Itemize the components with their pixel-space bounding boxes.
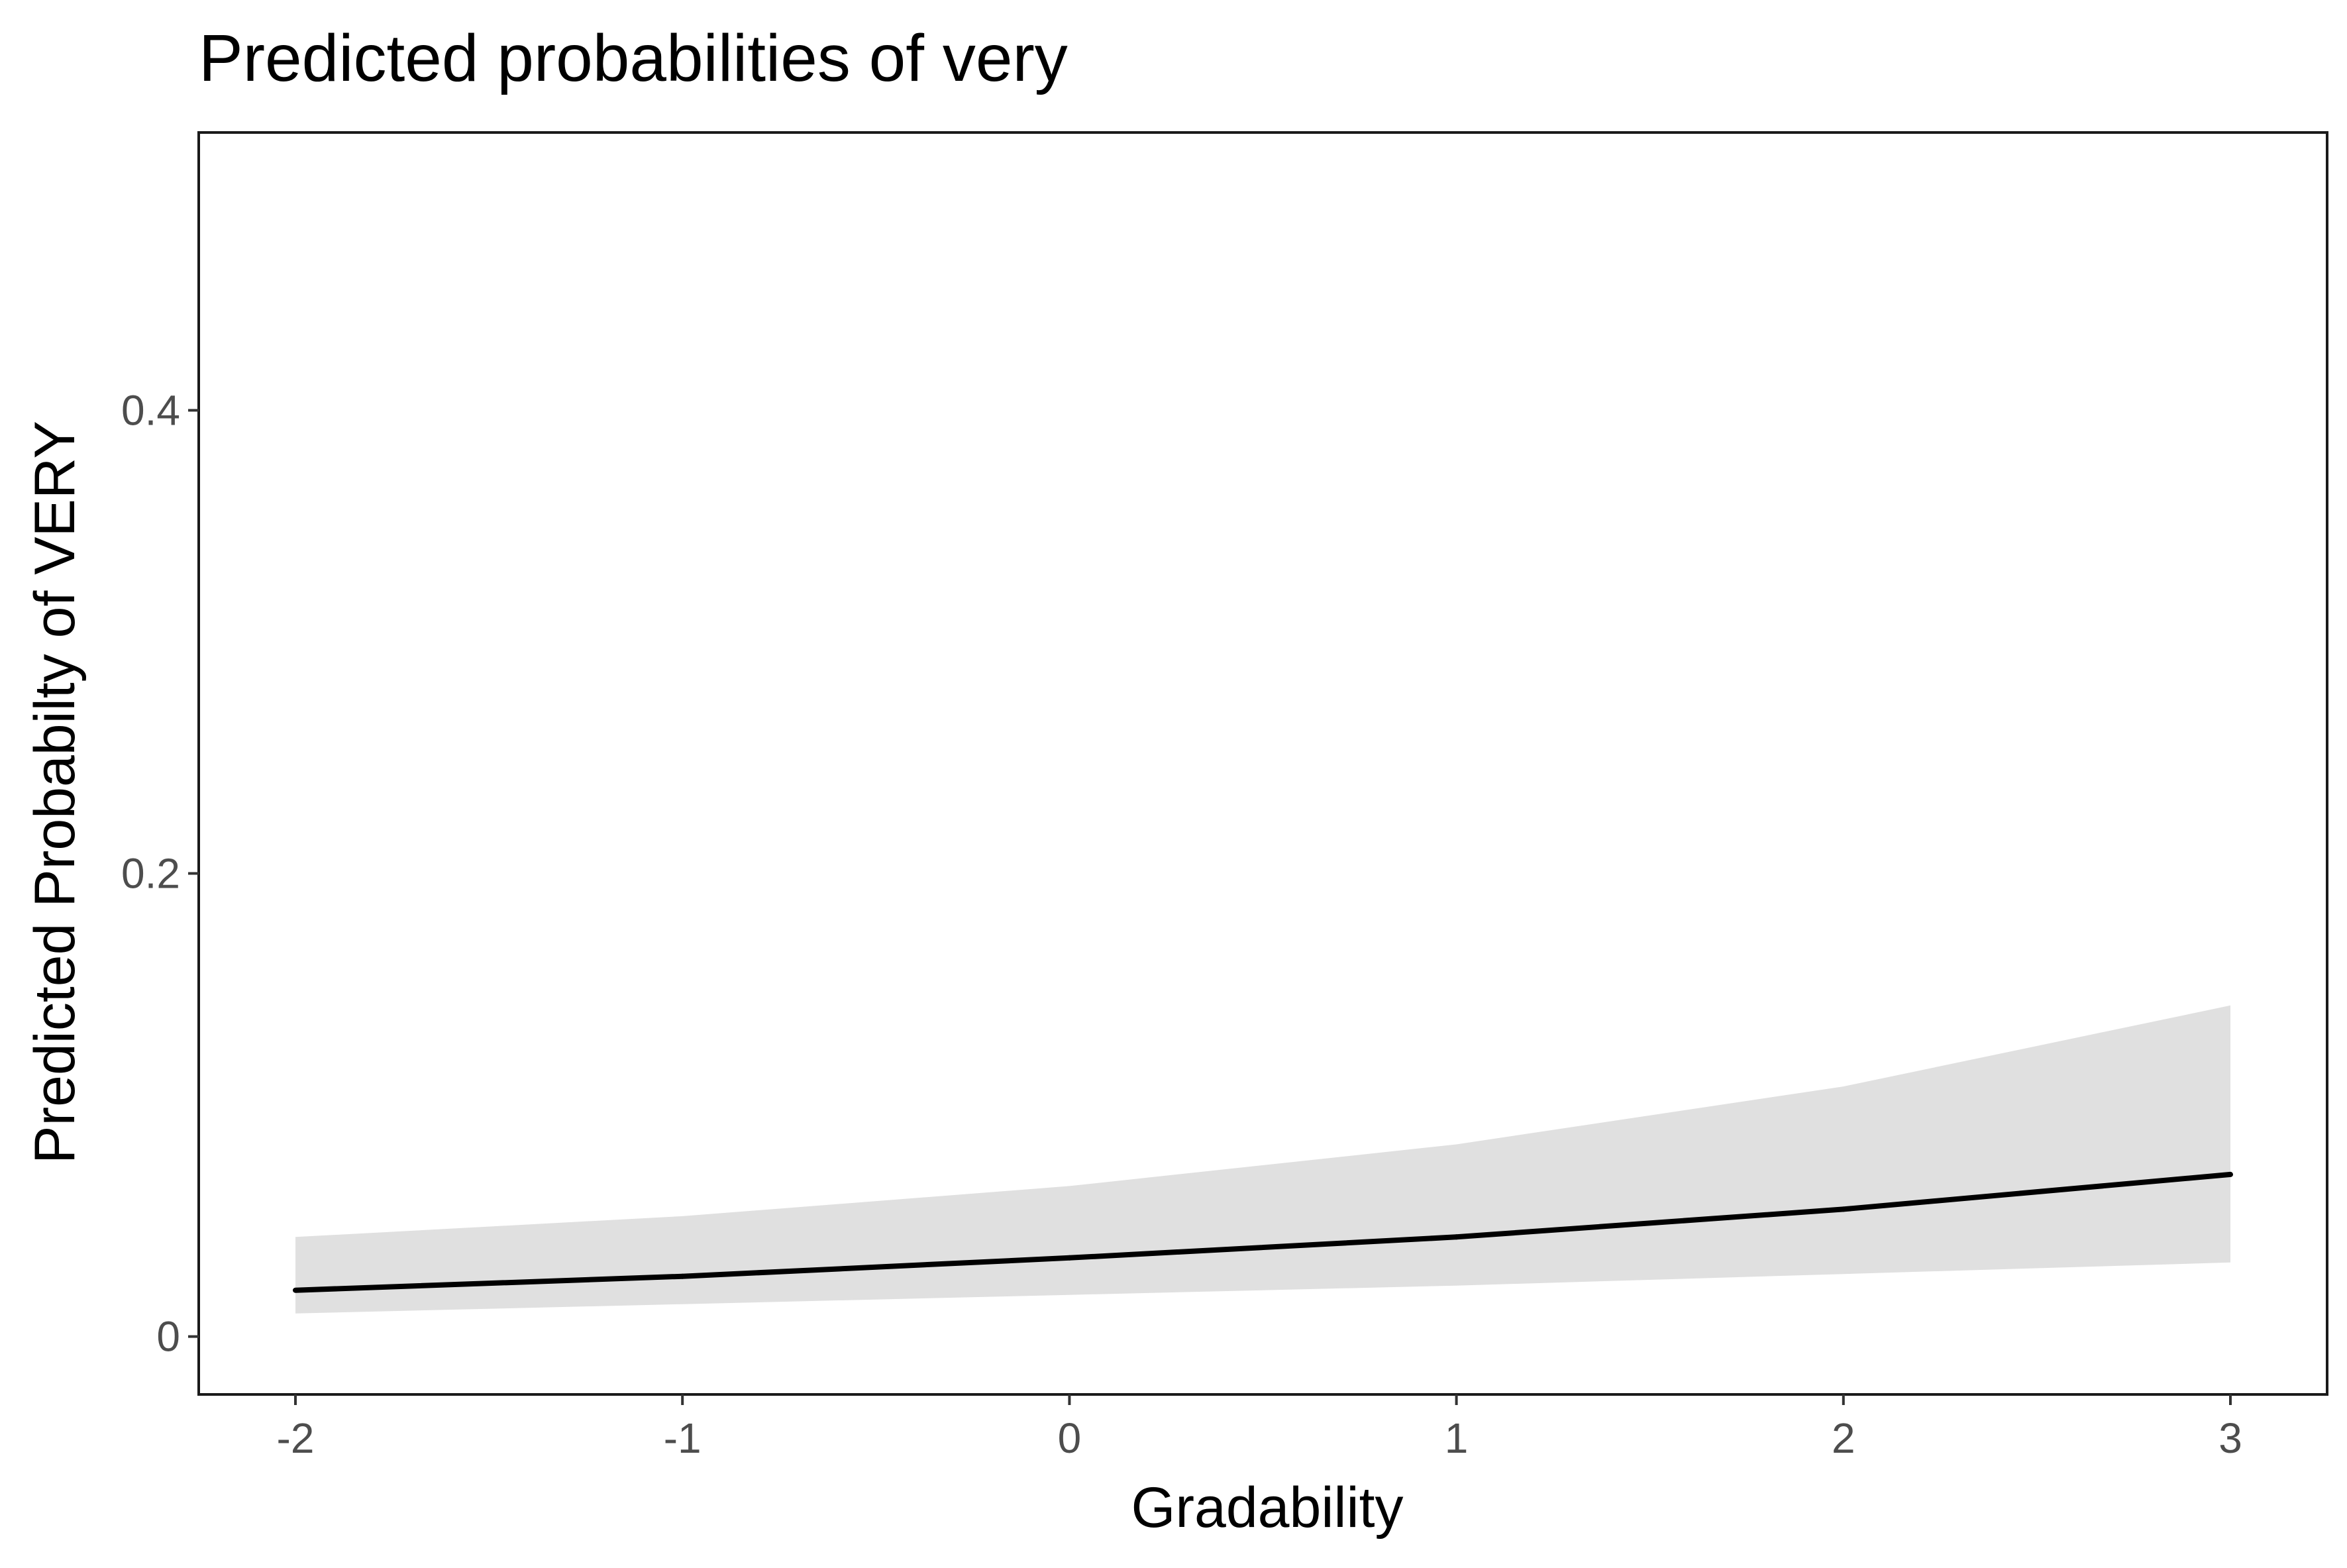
y-tick-label-2: 0.4 [121,386,180,434]
y-axis: 0 0.2 0.4 [121,386,199,1361]
plot-panel-border [197,131,2328,1396]
ci-band-0 [295,1005,2230,1314]
ci-band-layer [295,1005,2230,1314]
line-layer [293,1171,2233,1293]
x-tick-label-1: -1 [664,1414,702,1462]
x-axis-title: Gradability [1131,1476,1403,1540]
x-tick-label-3: 1 [1445,1414,1469,1462]
x-tick-label-4: 2 [1832,1414,1855,1462]
x-tick-label-5: 3 [2218,1414,2242,1462]
y-tick-label-0: 0 [156,1313,180,1361]
y-axis-title: Predicted Probabilty of VERY [23,421,87,1164]
x-axis: -2 -1 0 1 2 3 [277,1394,2242,1462]
series-0-segment-1 [680,1255,1072,1279]
series-0-segment-4 [1840,1171,2233,1212]
series-0-segment-3 [1453,1206,1846,1240]
series-0-segment-0 [293,1273,686,1293]
x-tick-label-0: -2 [277,1414,315,1462]
series-0-segment-2 [1067,1234,1459,1261]
x-tick-label-2: 0 [1058,1414,1082,1462]
chart-title: Predicted probabilities of very [199,21,1068,95]
y-tick-label-1: 0.2 [121,850,180,898]
